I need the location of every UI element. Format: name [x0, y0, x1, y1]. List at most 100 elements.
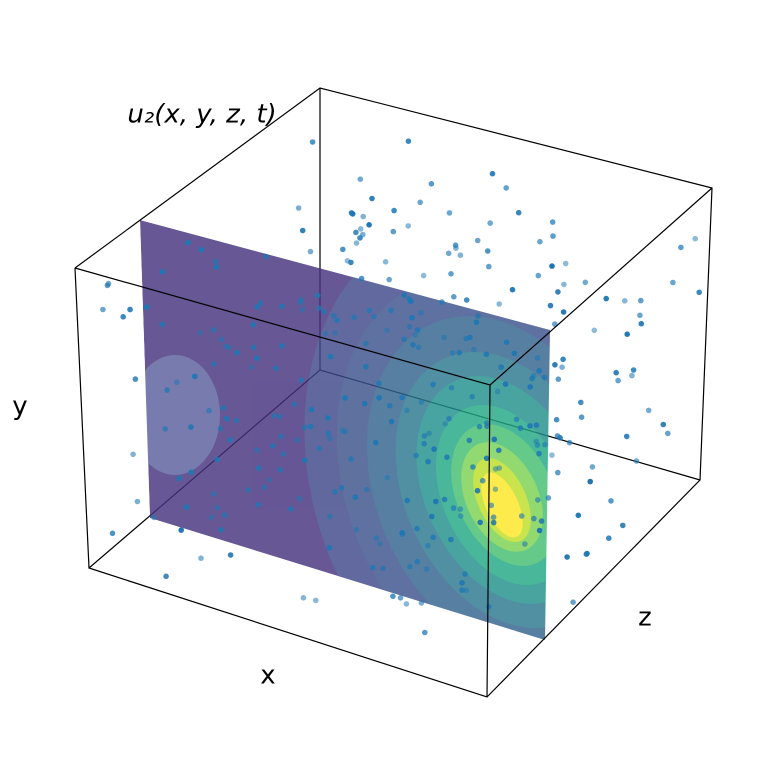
scatter-point	[660, 421, 667, 428]
scatter-point	[511, 350, 518, 357]
scatter-point	[441, 496, 448, 503]
scatter-point	[536, 368, 542, 374]
scatter-point	[391, 207, 397, 214]
scatter-point	[489, 170, 496, 177]
scatter-point	[496, 447, 502, 454]
scatter-point	[418, 399, 425, 405]
scatter-point	[314, 292, 321, 299]
scatter-point	[369, 195, 375, 202]
scatter-point	[410, 342, 416, 348]
scatter-point	[227, 552, 234, 558]
scatter-point	[457, 506, 464, 512]
scatter-point	[159, 321, 165, 328]
scatter-point	[254, 304, 261, 310]
scatter-point	[498, 364, 505, 370]
scatter-point	[271, 412, 278, 419]
scatter-point	[130, 451, 136, 458]
scatter-point	[220, 405, 227, 411]
scatter-point	[301, 424, 308, 431]
chart-title: u₂(x, y, z, t)	[127, 100, 276, 130]
scatter-point	[503, 185, 510, 191]
scatter-point	[446, 210, 453, 216]
scatter-point	[307, 423, 314, 430]
scatter-point	[151, 514, 157, 521]
scatter-point	[384, 327, 390, 334]
scatter-point	[227, 437, 234, 443]
scatter-point	[564, 554, 570, 560]
scatter-point	[162, 426, 168, 432]
scatter-point	[277, 413, 283, 420]
scatter-point	[530, 372, 537, 379]
scatter-point	[340, 246, 346, 253]
scatter-point	[210, 491, 217, 497]
scatter-point	[327, 513, 333, 520]
scatter-point	[266, 477, 273, 483]
scatter-point	[278, 433, 284, 440]
scatter-point	[494, 388, 501, 395]
scatter-point	[467, 334, 473, 341]
scatter-point	[366, 222, 372, 228]
scatter-point	[517, 425, 524, 431]
scatter-point	[561, 281, 567, 288]
scatter-point	[120, 314, 126, 320]
scatter-point	[316, 445, 323, 452]
scatter-point	[629, 372, 635, 379]
scatter-point	[624, 331, 630, 338]
scatter-point	[420, 272, 427, 279]
scatter-point	[198, 246, 204, 253]
scatter-point	[382, 259, 389, 265]
scatter-point	[533, 438, 539, 445]
scatter-point	[298, 297, 304, 303]
scatter-point	[254, 447, 260, 454]
scatter-point	[348, 456, 354, 462]
scatter-point	[448, 271, 454, 277]
scatter-point	[421, 433, 428, 439]
scatter-point	[253, 355, 260, 362]
scatter-point	[279, 343, 285, 349]
scatter-point	[542, 441, 548, 448]
scatter-point	[560, 356, 566, 363]
x-axis-label: x	[260, 661, 275, 691]
scatter-point	[316, 305, 322, 312]
scatter-point	[463, 587, 470, 594]
scatter-point	[422, 629, 428, 636]
contour-slice	[140, 220, 550, 640]
scatter-point	[250, 344, 257, 351]
scatter-point	[185, 239, 191, 246]
scatter-point	[325, 415, 331, 421]
scatter-point	[313, 597, 319, 604]
scatter-point	[492, 466, 499, 472]
scatter-point	[358, 275, 365, 282]
scatter-point	[132, 376, 139, 382]
scatter-point	[637, 312, 643, 319]
scatter-point	[255, 465, 262, 471]
scatter-point	[431, 446, 437, 452]
scatter-point	[287, 506, 294, 512]
scatter-point	[134, 498, 141, 505]
scatter-point	[270, 443, 276, 449]
scatter-point	[188, 424, 194, 430]
scatter-point	[390, 593, 396, 600]
scatter-point	[549, 219, 556, 225]
scatter-point	[475, 313, 481, 319]
scatter-point	[459, 580, 465, 586]
scatter-point	[349, 211, 356, 217]
scatter-point	[210, 327, 217, 333]
scatter-point	[227, 345, 233, 351]
scatter-point	[477, 519, 484, 526]
scatter-point	[332, 330, 338, 336]
scatter-point	[298, 377, 305, 384]
scatter-point	[430, 534, 437, 541]
scatter-point	[589, 464, 596, 470]
scatter-point	[488, 502, 495, 509]
scatter-point	[462, 571, 468, 577]
scatter-point	[456, 349, 463, 356]
scatter-point	[496, 301, 503, 307]
scatter-point	[448, 385, 455, 391]
scatter-point	[353, 526, 360, 533]
scatter-point	[665, 430, 671, 437]
scatter-points	[100, 138, 702, 636]
scatter-point	[250, 321, 257, 328]
scatter-point	[430, 381, 436, 388]
